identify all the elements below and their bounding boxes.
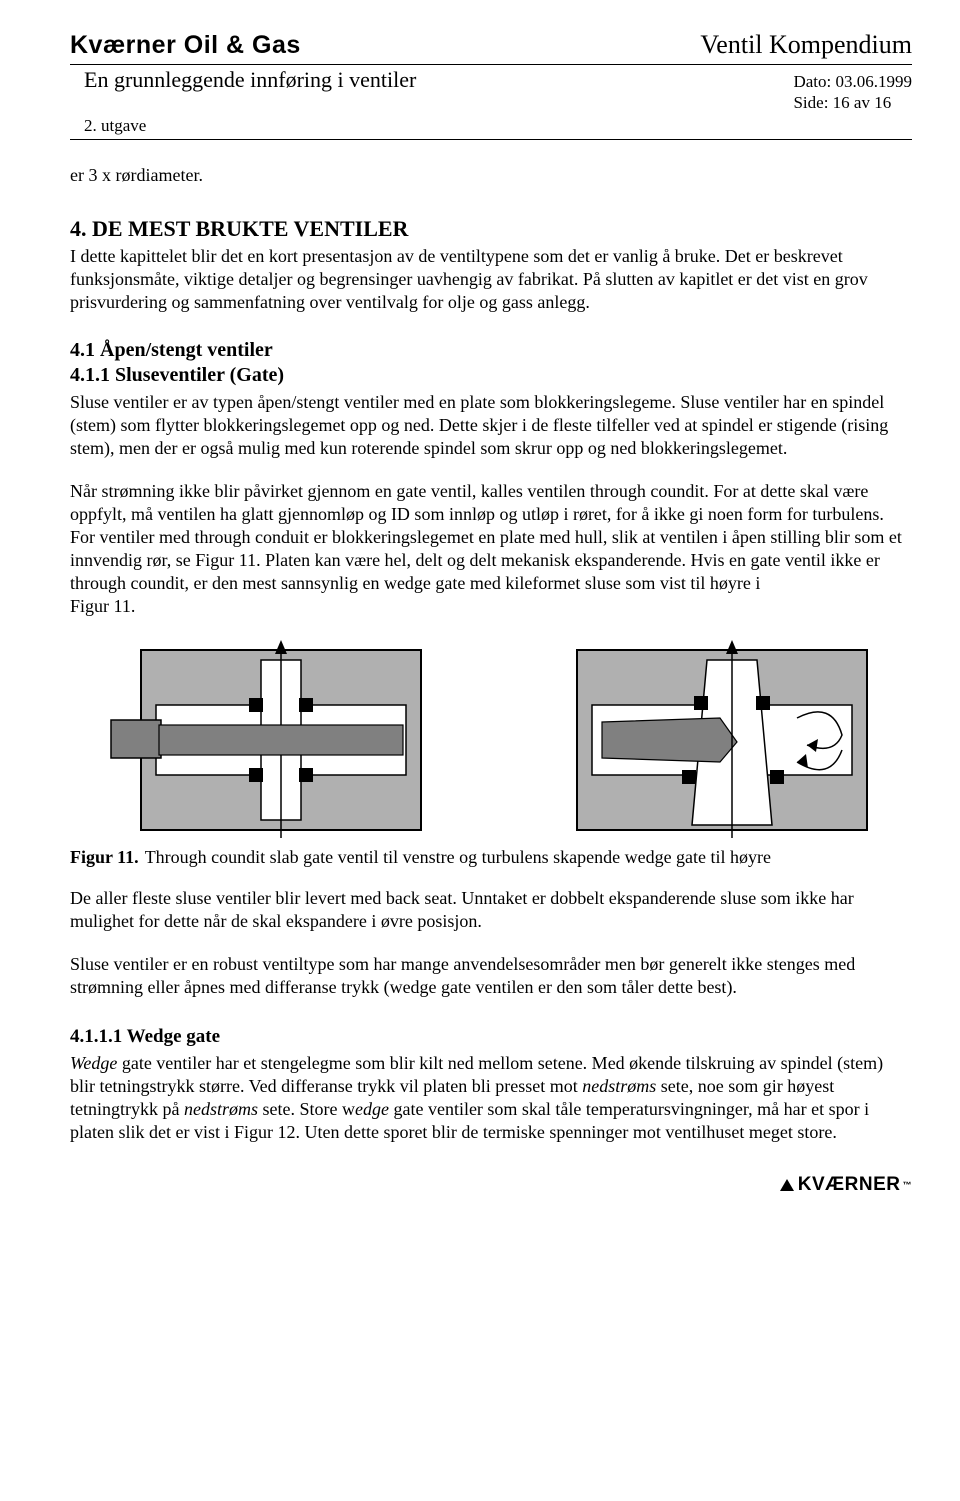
para-after-fig-2: Sluse ventiler er en robust ventiltype s… xyxy=(70,953,912,999)
figure-11-row xyxy=(70,640,912,840)
footer-logo-text: KVÆRNER xyxy=(798,1174,901,1196)
section-4-1-1-para1: Sluse ventiler er av typen åpen/stengt v… xyxy=(70,391,912,460)
section-4-1-heading: 4.1 Åpen/stengt ventiler xyxy=(70,338,912,364)
page-line: Side: 16 av 16 xyxy=(793,92,912,113)
header-rule-2 xyxy=(70,139,912,140)
edition: 2. utgave xyxy=(70,116,912,136)
wedge-text-3: sete. Store w xyxy=(258,1099,355,1119)
section-4-1-1-1-para: Wedge gate ventiler har et stengelegme s… xyxy=(70,1052,912,1144)
document-title: Ventil Kompendium xyxy=(700,30,912,60)
continuation-text: er 3 x rørdiameter. xyxy=(70,164,912,187)
company-name: Kværner Oil & Gas xyxy=(70,31,301,60)
document-subtitle: En grunnleggende innføring i ventiler xyxy=(70,67,416,93)
edge-italic: edge xyxy=(355,1099,389,1119)
section-4-para: I dette kapittelet blir det en kort pres… xyxy=(70,245,912,314)
figure-11-right xyxy=(511,640,912,840)
section-4-1-1-heading: 4.1.1 Sluseventiler (Gate) xyxy=(70,363,912,389)
para2-figref: Figur 11. xyxy=(70,596,135,616)
figure-11-left xyxy=(70,640,471,840)
wedge-italic-1: Wedge xyxy=(70,1053,117,1073)
para2-main: Når strømning ikke blir påvirket gjennom… xyxy=(70,481,902,593)
kvaerner-logo-icon xyxy=(778,1177,796,1193)
figure-11-label: Figur 11. xyxy=(70,846,139,869)
nedstroms-italic-1: nedstrøms xyxy=(582,1076,656,1096)
footer-logo: KVÆRNER™ xyxy=(778,1174,912,1196)
nedstroms-italic-2: nedstrøms xyxy=(184,1099,258,1119)
figure-11-text: Through coundit slab gate ventil til ven… xyxy=(145,846,771,869)
slab-gate-diagram xyxy=(81,640,461,840)
header-sub-row: En grunnleggende innføring i ventiler Da… xyxy=(70,67,912,114)
footer: KVÆRNER™ xyxy=(70,1174,912,1196)
figure-11-caption: Figur 11. Through coundit slab gate vent… xyxy=(70,846,912,869)
date-line: Dato: 03.06.1999 xyxy=(793,71,912,92)
date-label: Dato: xyxy=(793,72,831,91)
section-4-1-1-1-heading: 4.1.1.1 Wedge gate xyxy=(70,1025,912,1049)
section-4-1-1-para2: Når strømning ikke blir påvirket gjennom… xyxy=(70,480,912,618)
section-4-heading: 4. DE MEST BRUKTE VENTILER xyxy=(70,215,912,243)
header-top-row: Kværner Oil & Gas Ventil Kompendium xyxy=(70,30,912,60)
page-label: Side: xyxy=(793,93,828,112)
page-value: 16 av 16 xyxy=(833,93,892,112)
header-meta: Dato: 03.06.1999 Side: 16 av 16 xyxy=(793,71,912,114)
wedge-gate-diagram xyxy=(522,640,902,840)
header-rule-1 xyxy=(70,64,912,65)
footer-tm: ™ xyxy=(903,1180,913,1190)
para-after-fig-1: De aller fleste sluse ventiler blir leve… xyxy=(70,887,912,933)
date-value: 03.06.1999 xyxy=(836,72,913,91)
